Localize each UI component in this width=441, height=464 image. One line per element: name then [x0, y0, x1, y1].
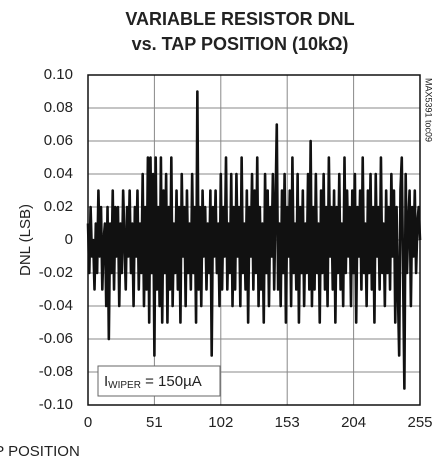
- y-tick-label: -0.08: [39, 363, 73, 380]
- annotation-text: = 150µA: [141, 373, 202, 390]
- data-line: [86, 90, 422, 390]
- x-tick-label: 102: [208, 414, 233, 431]
- y-tick-label: 0.04: [44, 165, 73, 182]
- annotation-box: [97, 365, 221, 397]
- side-label: MAX5391 toc09: [424, 78, 434, 142]
- x-tick-label: 204: [341, 414, 366, 431]
- y-axis-label: DNL (LSB): [17, 204, 34, 276]
- annotation-subscript: WIPER: [108, 380, 141, 391]
- x-axis-label: TAP POSITION: [0, 443, 80, 460]
- y-tick-label: -0.04: [39, 297, 73, 314]
- y-tick-label: 0.10: [44, 66, 73, 83]
- y-tick-label: -0.02: [39, 264, 73, 281]
- y-tick-label: 0.06: [44, 132, 73, 149]
- y-tick-label: -0.06: [39, 330, 73, 347]
- x-tick-label: 255: [407, 414, 432, 431]
- annotation-symbol: I: [104, 373, 108, 390]
- y-tick-label: 0.08: [44, 99, 73, 116]
- annotation: IWIPER = 150µA: [104, 373, 202, 391]
- x-tick-label: 0: [84, 414, 92, 431]
- x-tick-label: 51: [146, 414, 163, 431]
- y-tick-label: 0: [65, 231, 73, 248]
- x-tick-label: 153: [275, 414, 300, 431]
- chart-title: vs. TAP POSITION (10kΩ): [132, 34, 349, 54]
- y-tick-label: -0.10: [39, 396, 73, 413]
- chart-title: VARIABLE RESISTOR DNL: [125, 9, 354, 29]
- y-tick-label: 0.02: [44, 198, 73, 215]
- plot-frame: [87, 74, 421, 406]
